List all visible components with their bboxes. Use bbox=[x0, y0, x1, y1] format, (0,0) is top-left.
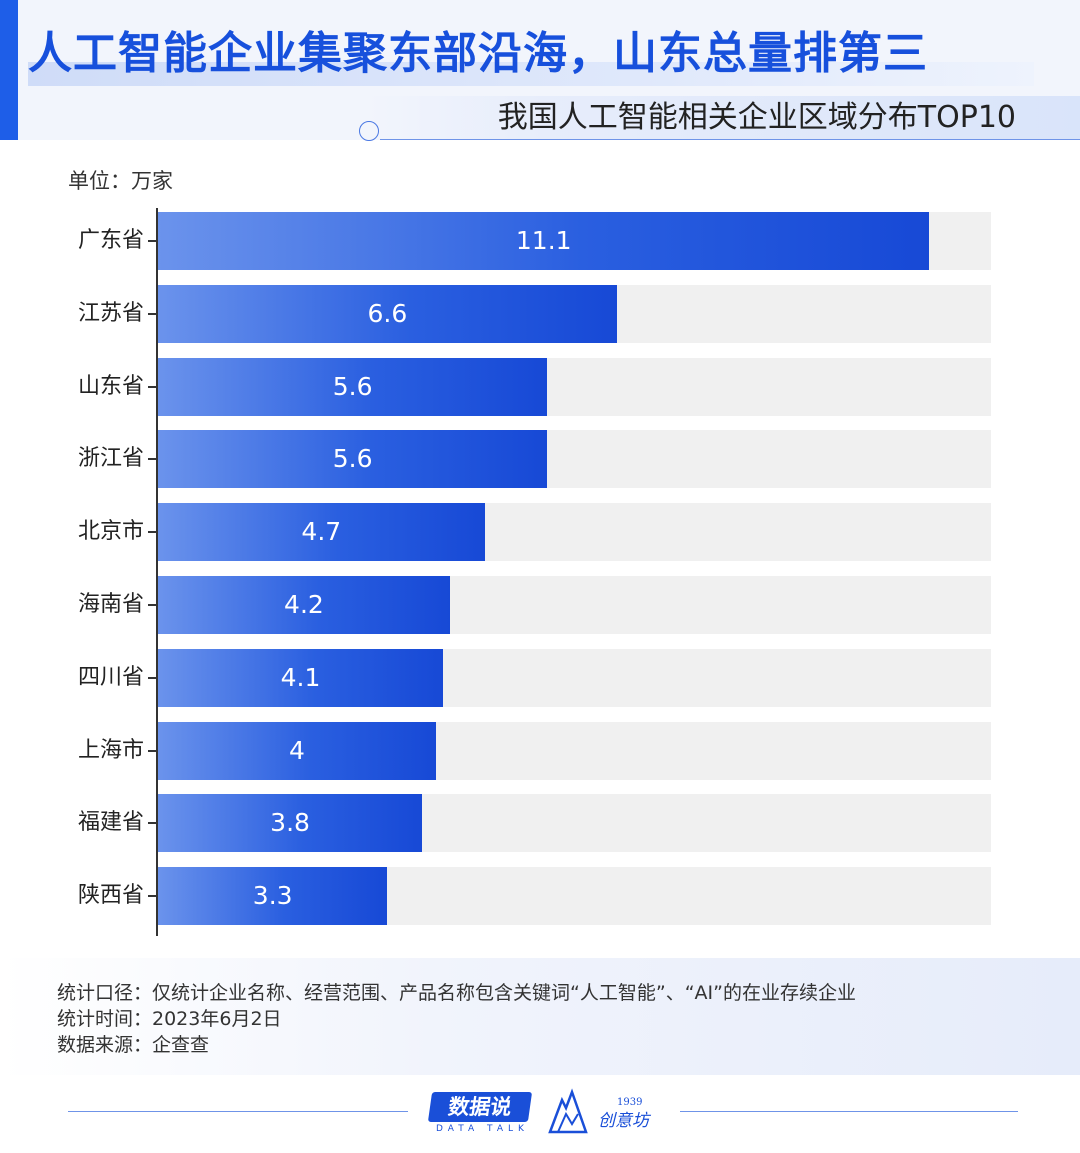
bar-value-label: 4.7 bbox=[301, 517, 342, 547]
category-label: 广东省 bbox=[77, 228, 144, 253]
bar bbox=[158, 867, 388, 926]
category-label: 福建省 bbox=[77, 810, 144, 836]
axis-tick bbox=[148, 676, 156, 679]
axis-tick bbox=[148, 531, 156, 534]
partner-year: 1939 bbox=[617, 1097, 643, 1108]
category-label: 四川省 bbox=[77, 664, 144, 690]
bar-value-label: 5.6 bbox=[332, 444, 373, 474]
bar-value-label: 4 bbox=[289, 735, 305, 765]
category-label: 海南省 bbox=[77, 592, 144, 617]
footer-divider-right bbox=[680, 1111, 1018, 1112]
axis-tick bbox=[148, 385, 156, 388]
bar bbox=[158, 357, 548, 416]
axis-tick bbox=[148, 895, 156, 898]
category-label: 北京市 bbox=[77, 519, 144, 545]
category-label: 江苏省 bbox=[77, 300, 144, 326]
chart-subtitle: 我国人工智能相关企业区域分布TOP10 bbox=[497, 100, 1016, 135]
header-accent-bar bbox=[0, 0, 18, 140]
axis-tick bbox=[148, 604, 156, 606]
partner-logo-text: 创意坊 bbox=[598, 1111, 649, 1131]
bar bbox=[158, 212, 930, 270]
note-source: 数据来源：企查查 bbox=[57, 1034, 210, 1056]
bar-value-label: 4.2 bbox=[284, 590, 324, 619]
bar bbox=[158, 430, 548, 489]
subtitle-band bbox=[365, 96, 1080, 140]
bar bbox=[158, 284, 617, 343]
brand-logo: 数据说 bbox=[427, 1092, 533, 1122]
bar bbox=[158, 503, 485, 562]
circle-icon bbox=[359, 121, 379, 141]
bar-value-label: 3.3 bbox=[252, 881, 293, 911]
bar-value-label: 11.1 bbox=[515, 226, 572, 255]
mountain-logo-icon bbox=[548, 1088, 588, 1134]
category-label: 上海市 bbox=[77, 737, 144, 763]
bar-value-label: 6.6 bbox=[367, 298, 408, 328]
axis-tick bbox=[148, 749, 156, 752]
brand-subtitle: DATA TALK bbox=[436, 1124, 529, 1134]
bar-value-label: 3.8 bbox=[270, 808, 310, 838]
axis-tick bbox=[148, 822, 156, 825]
footer-divider-left bbox=[68, 1111, 408, 1112]
axis-tick bbox=[148, 240, 156, 242]
bar bbox=[158, 648, 443, 707]
note-scope: 统计口径：仅统计企业名称、经营范围、产品名称包含关键词“人工智能”、“AI”的在… bbox=[57, 982, 856, 1004]
bar bbox=[158, 794, 423, 853]
unit-label: 单位：万家 bbox=[68, 169, 173, 193]
axis-tick bbox=[148, 312, 156, 315]
bar bbox=[158, 576, 450, 634]
category-label: 浙江省 bbox=[77, 446, 144, 472]
note-date: 统计时间：2023年6月2日 bbox=[57, 1008, 282, 1030]
category-label: 山东省 bbox=[77, 373, 144, 399]
page-title: 人工智能企业集聚东部沿海，山东总量排第三 bbox=[28, 28, 928, 79]
subtitle-underline bbox=[380, 139, 1080, 140]
header: 人工智能企业集聚东部沿海，山东总量排第三 我国人工智能相关企业区域分布TOP10 bbox=[0, 0, 1080, 141]
y-axis-line bbox=[156, 208, 158, 936]
title-highlight bbox=[28, 62, 1034, 86]
notes-panel: 统计口径：仅统计企业名称、经营范围、产品名称包含关键词“人工智能”、“AI”的在… bbox=[0, 958, 1080, 1075]
bar-value-label: 5.6 bbox=[332, 371, 373, 401]
bar-value-label: 4.1 bbox=[280, 662, 321, 692]
bar bbox=[158, 721, 436, 780]
axis-tick bbox=[148, 458, 156, 461]
category-label: 陕西省 bbox=[77, 883, 144, 909]
